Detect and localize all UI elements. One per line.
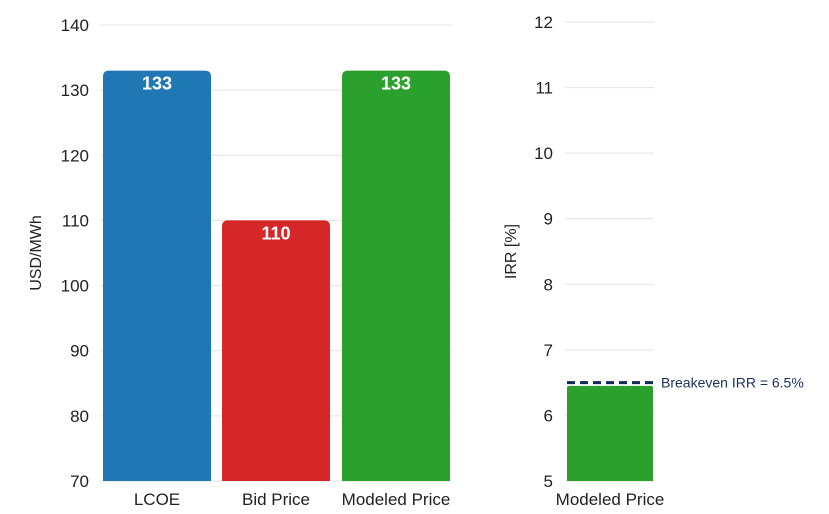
y-tick-label: 9 xyxy=(544,210,553,229)
bar xyxy=(567,385,653,481)
x-tick-label: LCOE xyxy=(134,490,180,509)
bar-data-label: 110 xyxy=(261,223,290,243)
y-tick-label: 11 xyxy=(535,79,553,98)
y-tick-label: 70 xyxy=(70,472,89,491)
bar-data-label: 133 xyxy=(142,74,172,94)
y-tick-label: 120 xyxy=(61,146,89,165)
y-tick-label: 5 xyxy=(544,472,553,491)
bar xyxy=(103,70,211,481)
x-tick-label: Modeled Price xyxy=(342,490,451,509)
y-tick-label: 10 xyxy=(534,144,553,163)
y-tick-label: 110 xyxy=(62,211,89,230)
y-tick-label: 90 xyxy=(70,342,89,361)
bar-data-label: 133 xyxy=(381,74,411,94)
y-tick-label: 6 xyxy=(544,406,553,425)
y-tick-label: 8 xyxy=(544,275,553,294)
x-tick-label: Modeled Price xyxy=(556,490,665,509)
bar xyxy=(342,70,450,481)
y-axis-title: USD/MWh xyxy=(28,215,45,291)
reference-line-label: Breakeven IRR = 6.5% xyxy=(661,375,804,391)
right-bar-chart: 5 6 7 8 9 10 11 12 IRR [%] Modeled Price Breakeven… xyxy=(503,13,804,509)
y-tick-label: 130 xyxy=(61,81,89,100)
x-tick-label: Bid Price xyxy=(242,490,310,509)
y-axis-title: IRR [%] xyxy=(503,224,520,279)
bar xyxy=(222,220,330,481)
y-tick-label: 7 xyxy=(544,341,553,360)
left-bar-chart: 70 80 90 100 110 120 130 140 USD/MWh 133 LCOE 110 Bi… xyxy=(28,16,452,509)
y-tick-label: 12 xyxy=(534,13,553,32)
y-tick-label: 140 xyxy=(61,16,89,35)
y-tick-label: 100 xyxy=(61,277,89,296)
y-tick-label: 80 xyxy=(70,407,89,426)
